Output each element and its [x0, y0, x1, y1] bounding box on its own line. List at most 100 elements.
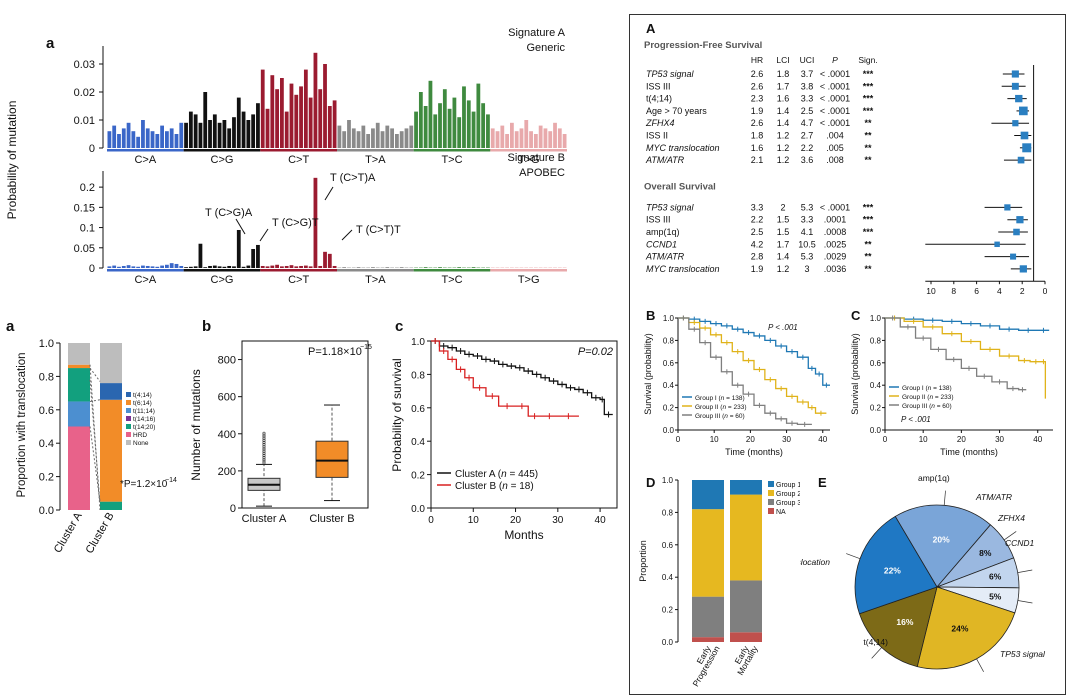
sig-a-bar — [462, 86, 466, 148]
sig-a-bar — [500, 125, 505, 148]
sig-b-bar — [188, 266, 193, 268]
sig-a-bar — [375, 122, 380, 148]
y-tick-label: 0.8 — [662, 508, 674, 517]
x-tick-label: 0 — [1043, 286, 1048, 296]
pie-slice — [858, 586, 938, 668]
p-value: < .0001 — [820, 106, 850, 116]
significance: *** — [863, 106, 874, 116]
sig-b-bar — [256, 244, 260, 268]
sig-a-bar — [409, 125, 414, 148]
p-value: .0025 — [824, 239, 847, 249]
p-value: .0008 — [824, 227, 847, 237]
sig-b-bar — [174, 263, 179, 268]
sig-a-bar — [495, 131, 500, 148]
lci-value: 1.4 — [777, 118, 790, 128]
sig-b-bar — [227, 265, 232, 268]
sig-a-bar — [126, 122, 131, 148]
sig-b-bar — [184, 267, 188, 268]
sig-a-bar — [236, 97, 241, 148]
legend-n-value: = 138) — [724, 395, 744, 402]
leader-line — [1017, 569, 1033, 573]
leader-line — [976, 658, 984, 672]
sig-b-bar — [136, 266, 141, 268]
slice-percent: 16% — [896, 617, 913, 627]
sig-a-bar — [121, 128, 126, 148]
p-value: P=1.18×10 — [308, 346, 362, 358]
sig-a-bar — [553, 122, 557, 148]
sig-b-bar — [251, 248, 256, 268]
survival-curve-0 — [431, 340, 613, 416]
legend-n-symbol: n — [724, 413, 728, 420]
sig-b-bar — [289, 265, 294, 268]
row-label: MYC translocation — [646, 264, 720, 274]
sig-a-bar — [256, 103, 260, 148]
x-tick-label: 40 — [595, 515, 607, 526]
legend-label: Group III (n = 60) — [695, 413, 745, 420]
sig-a-bar — [275, 89, 279, 148]
y-axis-label: Survival (probability) — [850, 333, 860, 415]
lci-value: 1.7 — [777, 239, 790, 249]
sig-a-bar — [280, 78, 284, 148]
y-tick-label: 0.8 — [870, 336, 882, 345]
cluster-b-segment — [100, 383, 122, 400]
sig-a-bar — [188, 111, 193, 148]
hr-value: 2.3 — [751, 94, 764, 104]
uci-value: 4.1 — [801, 227, 814, 237]
sig-a-group-strip — [413, 149, 491, 152]
legend-label: HRD — [133, 432, 147, 439]
p-value: .008 — [826, 155, 844, 165]
sig-b-y-tick-label: 0.15 — [74, 202, 95, 214]
legend-label: t(14;20) — [133, 424, 155, 431]
legend-label: Cluster B (n = 18) — [455, 481, 534, 492]
sig-a-bar — [193, 114, 198, 148]
cluster-a-segment — [68, 401, 90, 427]
sig-a-y-tick-label: 0.01 — [74, 115, 95, 127]
slice-label: amp(1q) — [918, 473, 950, 483]
legend-n-value: = 233) — [726, 404, 746, 411]
stack-segment — [730, 480, 762, 495]
row-label: t(4;14) — [646, 94, 672, 104]
sig-a-bar — [418, 92, 423, 148]
x-tick-label: 8 — [951, 286, 956, 296]
p-value-exponent: −15 — [360, 344, 372, 351]
x-axis-label: Time (months) — [725, 447, 783, 457]
y-tick-label: 0.2 — [39, 472, 54, 484]
sig-a-bar — [155, 134, 160, 148]
signature-chart: a Probability of mutation 0 0.01 0.02 0.03 C>A… — [5, 27, 567, 286]
sig-a-bar — [141, 120, 145, 148]
significance: *** — [863, 227, 874, 237]
uci-value: 2.5 — [801, 106, 814, 116]
pie-chart-e: E 20% amp(1q) 8% ATM/ATR 6% ZFHX4 5% CCND1 24% TP5… — [800, 473, 1046, 672]
x-tick-label: 4 — [997, 286, 1002, 296]
y-tick-label: 0.0 — [411, 504, 425, 515]
legend-n-value: = 138) — [931, 385, 951, 392]
y-axis-label: Proportion — [638, 540, 648, 582]
sig-a-bar — [227, 128, 232, 148]
lci-value: 1.6 — [777, 94, 790, 104]
sig-b-bar — [112, 265, 117, 268]
panel-letter: c — [395, 318, 403, 335]
cluster-b-segment — [100, 501, 122, 510]
outlier-point — [262, 444, 266, 448]
legend-label: Cluster A (n = 445) — [455, 469, 538, 480]
leader-line — [943, 490, 946, 506]
x-tick-label: 0 — [676, 435, 681, 444]
column-header: Sign. — [858, 55, 877, 65]
sig-a-bar — [198, 122, 203, 148]
sig-b-group-strip — [260, 269, 337, 272]
sig-a-category-label: C>A — [134, 154, 156, 166]
sig-b-bar — [260, 265, 265, 268]
legend-label: Group II (n = 233) — [902, 394, 954, 401]
sig-b-bar — [241, 266, 246, 268]
sig-a-bar — [203, 92, 208, 148]
significance: *** — [863, 69, 874, 79]
survival-curve-0 — [885, 317, 1050, 331]
uci-value: 5.3 — [801, 252, 814, 262]
pie-slice — [916, 586, 1016, 670]
y-axis-label: Survival (probability) — [643, 333, 653, 415]
y-tick-label: 1.0 — [411, 337, 425, 348]
sig-a-bar — [538, 125, 543, 148]
box — [315, 440, 349, 478]
legend-n-symbol: n — [928, 385, 932, 392]
sig-a-bar — [217, 122, 222, 148]
